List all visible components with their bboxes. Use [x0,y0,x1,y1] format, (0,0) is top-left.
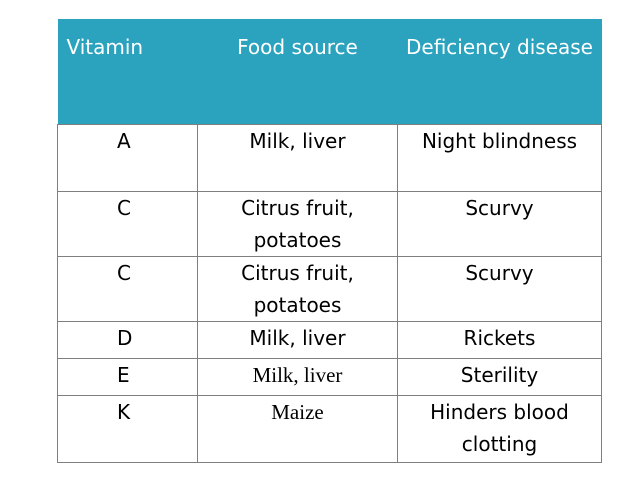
cell-deficiency-disease: Hinders blood clotting [397,395,602,463]
cell-food-source: Milk, liver [197,358,398,396]
cell-vitamin: E [57,358,198,396]
cell-vitamin: K [57,395,198,463]
table-row: A Milk, liver Night blindness [57,124,602,192]
header-deficiency-disease: Deficiency disease [397,19,602,125]
cell-deficiency-disease: Night blindness [397,124,602,192]
cell-food-source: Citrus fruit, potatoes [197,191,398,257]
table-row: E Milk, liver Sterility [57,358,602,396]
vitamin-table-container: Vitamin Food source Deficiency disease A… [57,19,602,463]
cell-vitamin: C [57,191,198,257]
cell-food-source: Maize [197,395,398,463]
table-row: C Citrus fruit, potatoes Scurvy [57,256,602,322]
header-vitamin: Vitamin [57,19,198,125]
cell-food-source: Milk, liver [197,124,398,192]
cell-deficiency-disease: Scurvy [397,256,602,322]
cell-deficiency-disease: Scurvy [397,191,602,257]
cell-food-source: Milk, liver [197,321,398,359]
table-row: C Citrus fruit, potatoes Scurvy [57,191,602,257]
cell-food-source: Citrus fruit, potatoes [197,256,398,322]
cell-vitamin: C [57,256,198,322]
header-food-source: Food source [197,19,398,125]
table-row: K Maize Hinders blood clotting [57,395,602,463]
table-row: D Milk, liver Rickets [57,321,602,359]
cell-vitamin: D [57,321,198,359]
cell-deficiency-disease: Rickets [397,321,602,359]
cell-deficiency-disease: Sterility [397,358,602,396]
table-header-row: Vitamin Food source Deficiency disease [57,19,602,125]
vitamin-table: Vitamin Food source Deficiency disease A… [57,19,602,463]
cell-vitamin: A [57,124,198,192]
